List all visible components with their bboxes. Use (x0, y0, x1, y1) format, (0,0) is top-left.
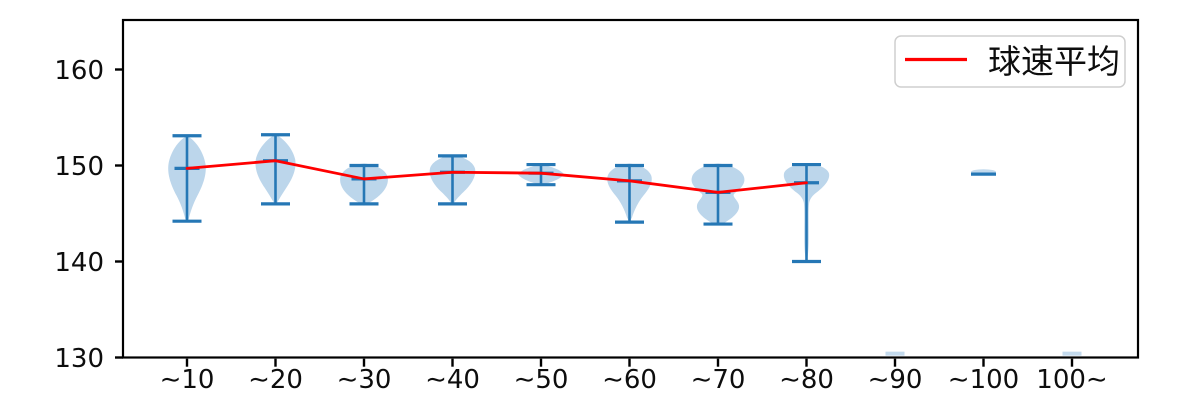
y-tick-labels: 130 140 150 160 (54, 56, 104, 374)
x-tick-label: ∼30 (337, 365, 392, 395)
x-tick-labels: ∼10 ∼20 ∼30 ∼40 ∼50 ∼60 ∼70 ∼80 ∼90 ∼100 100∼ (160, 365, 1108, 395)
x-tick-label: ∼50 (514, 365, 569, 395)
y-tick-label: 150 (54, 152, 104, 182)
violin-bodies (168, 134, 830, 262)
x-tick-label: ∼70 (691, 365, 746, 395)
clipped-violin-marker (1062, 351, 1082, 356)
y-tick-label: 160 (54, 56, 104, 86)
x-tick-label: ∼90 (868, 365, 923, 395)
y-ticks (115, 68, 123, 359)
legend: 球速平均 (894, 35, 1126, 88)
x-tick-label: ∼100 (948, 365, 1019, 395)
legend-box (894, 35, 1126, 88)
y-tick-label: 130 (54, 344, 104, 374)
clipped-violin-marker (885, 351, 905, 356)
x-tick-label: ∼60 (602, 365, 657, 395)
y-tick-label: 140 (54, 248, 104, 278)
x-tick-label: ∼20 (248, 365, 303, 395)
x-tick-label: ∼80 (779, 365, 834, 395)
plot-border (121, 18, 1140, 359)
mean-line (185, 159, 808, 194)
x-tick-label: ∼40 (425, 365, 480, 395)
x-ticks (185, 358, 1074, 367)
legend-label: 球速平均 (988, 42, 1120, 81)
axes (115, 18, 1140, 367)
x-tick-label: 100∼ (1036, 365, 1107, 395)
x-tick-label: ∼10 (160, 365, 215, 395)
